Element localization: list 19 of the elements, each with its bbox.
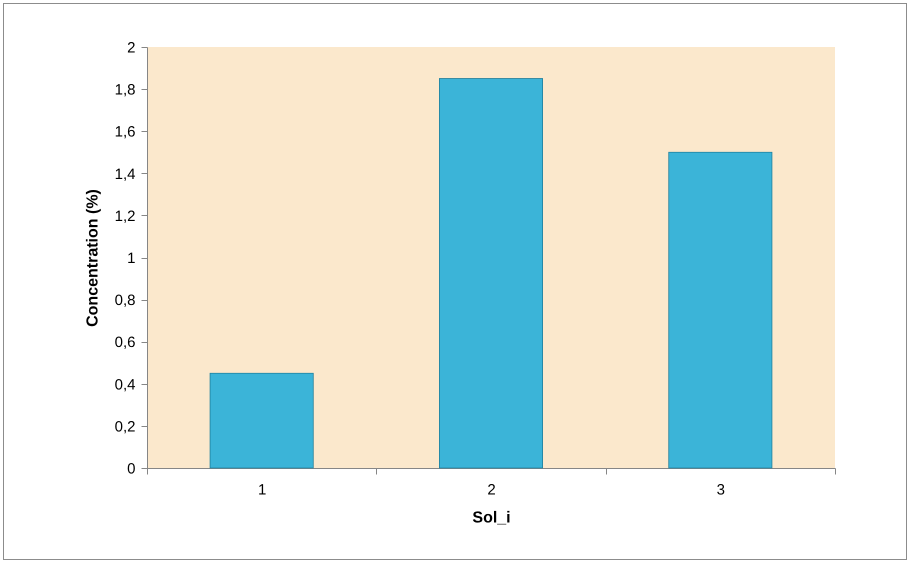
y-tick-label: 0,4 [114, 376, 136, 394]
y-axis-title: Concentration (%) [84, 189, 102, 327]
x-tick-label: 2 [487, 482, 496, 498]
bar [439, 78, 543, 468]
x-axis-title: Sol_i [472, 510, 511, 526]
y-tick-label: 0,2 [114, 418, 136, 436]
bar [210, 372, 314, 468]
y-tick-label: 2 [127, 40, 136, 56]
y-tick-label: 0,8 [114, 292, 136, 310]
y-tick-label: 1,8 [114, 82, 136, 99]
x-tick-label: 3 [716, 482, 726, 498]
y-tick-label: 1,2 [114, 208, 136, 225]
y-tick-label: 1,4 [114, 166, 136, 183]
x-tick-label: 1 [258, 482, 266, 498]
y-tick-label: 1 [127, 250, 136, 267]
y-tick-label: 1,6 [114, 124, 136, 141]
y-tick-label: 0 [127, 460, 136, 478]
bar [668, 152, 772, 468]
y-tick-label: 0,6 [114, 334, 136, 352]
